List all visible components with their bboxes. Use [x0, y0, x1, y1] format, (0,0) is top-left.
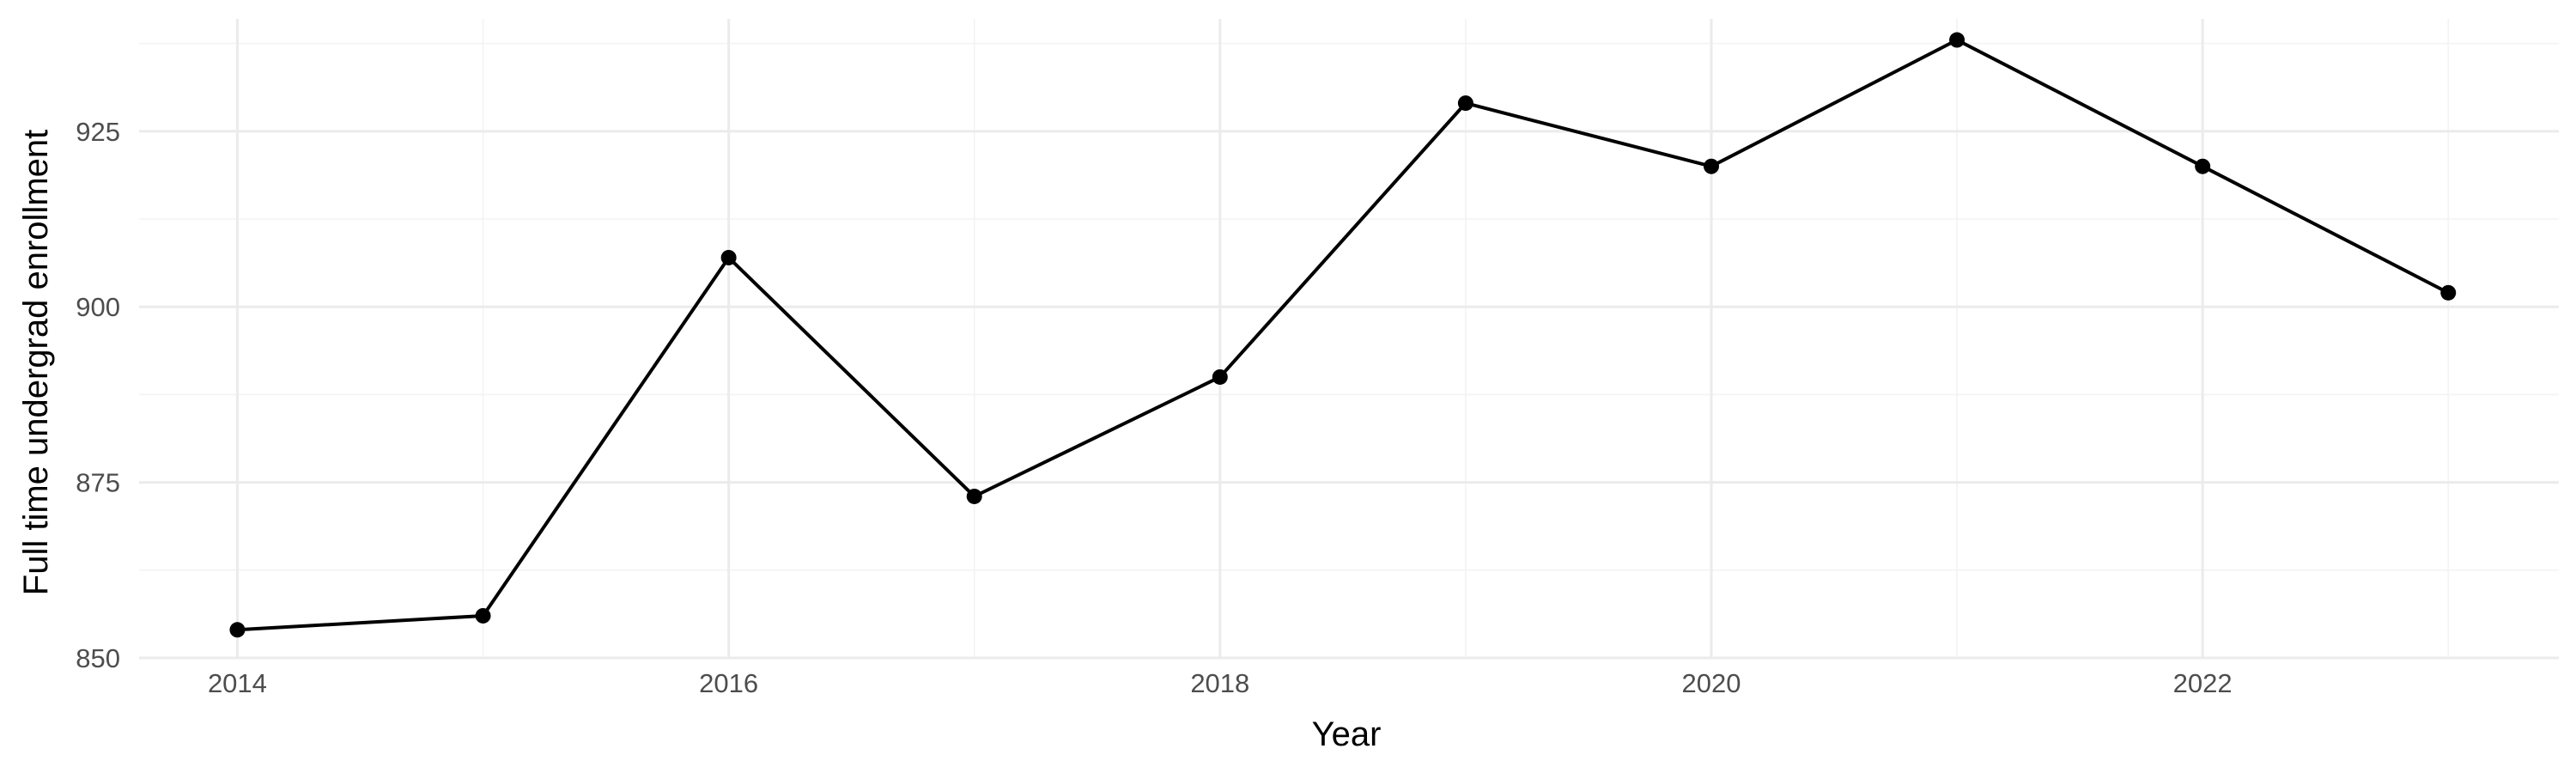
data-point: [966, 488, 982, 504]
x-tick-label: 2014: [208, 668, 267, 698]
y-axis-title: Full time undergrad enrollment: [17, 130, 55, 595]
data-point: [2440, 284, 2457, 301]
series-line: [237, 38, 2450, 632]
x-tick-label: 2018: [1190, 668, 1249, 698]
data-point: [1457, 95, 1473, 112]
y-tick-label: 850: [76, 643, 120, 673]
x-axis-tick-labels: 2014 2016 2018 2020 2022: [208, 668, 2233, 698]
data-point: [1212, 368, 1228, 385]
grid-lines: [139, 19, 2559, 660]
data-point: [1703, 158, 1719, 174]
x-tick-label: 2020: [1682, 668, 1741, 698]
data-point: [229, 622, 246, 638]
y-tick-label: 875: [76, 468, 120, 498]
x-tick-label: 2022: [2173, 668, 2233, 698]
series-layer: [229, 32, 2457, 638]
x-axis-title: Year: [1312, 715, 1382, 753]
y-tick-label: 925: [76, 117, 120, 147]
data-point: [1949, 32, 1965, 48]
data-point: [475, 607, 491, 624]
y-axis-tick-labels: 850 875 900 925: [76, 117, 120, 673]
y-tick-label: 900: [76, 292, 120, 322]
data-point: [720, 249, 737, 265]
x-tick-label: 2016: [699, 668, 758, 698]
data-point: [2195, 158, 2211, 174]
